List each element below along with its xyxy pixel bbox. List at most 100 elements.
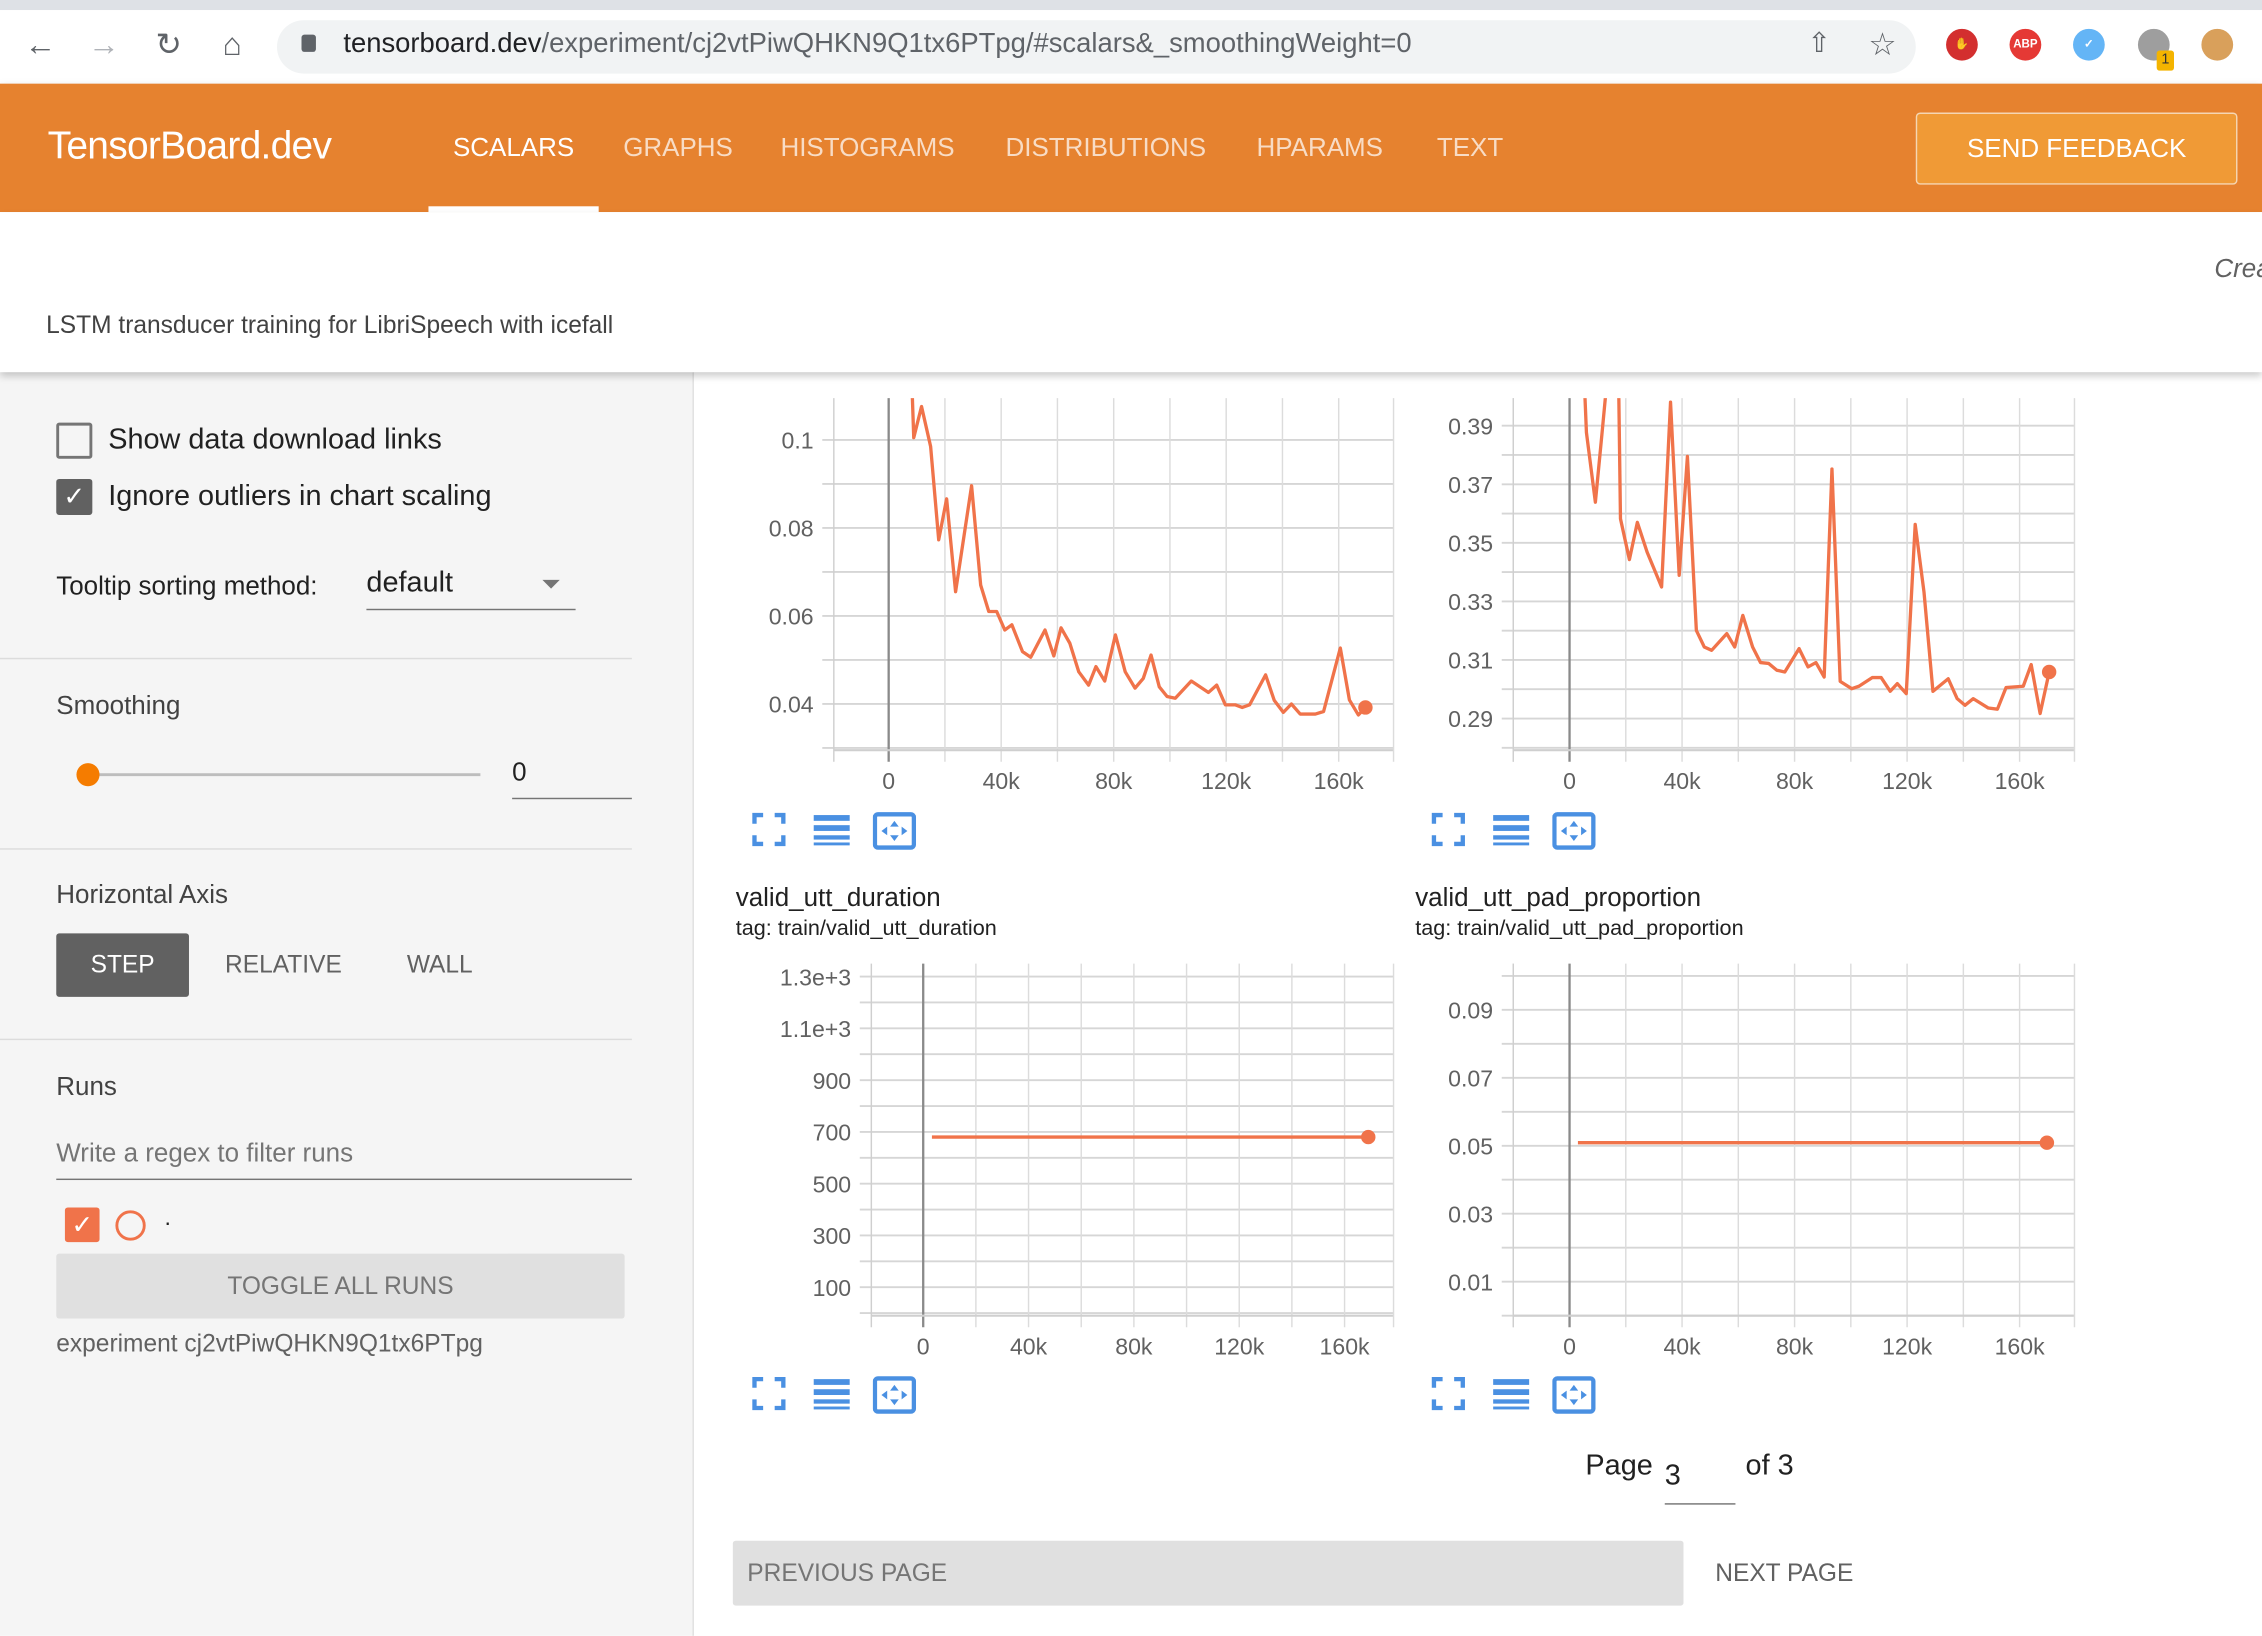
y-tick-label: 500 [813,1171,852,1197]
reload-icon[interactable]: ↻ [155,25,183,63]
back-icon[interactable]: ← [24,25,57,63]
divider [0,1038,632,1041]
x-tick-label: 80k [1095,768,1133,794]
fit-domain-icon[interactable] [872,811,917,851]
ignore-outliers-checkbox[interactable]: ✓ [56,478,93,516]
url-text[interactable]: tensorboard.dev/experiment/cj2vtPiwQHKN9… [343,29,1411,61]
x-tick-label: 40k [1010,1334,1048,1360]
toggle-log-scale-icon[interactable] [813,1375,857,1415]
toggle-log-scale-icon[interactable] [813,811,857,851]
previous-page-button[interactable]: PREVIOUS PAGE [732,1540,1684,1606]
fit-domain-icon[interactable] [1552,1375,1596,1415]
x-tick-label: 40k [1663,768,1701,794]
fullscreen-icon[interactable] [1431,811,1474,851]
tab-histograms[interactable]: HISTOGRAMS [780,132,955,162]
fit-domain-icon[interactable] [1552,811,1596,851]
y-tick-label: 0.05 [1448,1133,1493,1159]
page-input[interactable]: 3 [1664,1459,1681,1492]
x-tick-label: 0 [882,768,895,794]
x-tick-label: 160k [1320,1334,1371,1360]
next-page-button[interactable]: NEXT PAGE [1715,1559,1854,1587]
url-path: /experiment/cj2vtPiwQHKN9Q1tx6PTpg/#scal… [541,28,1412,60]
run-filter-underline [56,1178,632,1181]
tab-hparams[interactable]: HPARAMS [1256,132,1384,162]
chart-title: valid_utt_pad_proportion [1415,882,1702,912]
page-input-underline [1664,1503,1736,1505]
tab-graphs[interactable]: GRAPHS [623,132,733,162]
page-count: of 3 [1745,1449,1794,1482]
divider [0,848,632,850]
x-tick-label: 0 [1563,768,1576,794]
x-tick-label: 120k [1201,768,1252,794]
url-host: tensorboard.dev [343,28,542,60]
page-label: Page [1585,1449,1653,1482]
x-tick-label: 80k [1776,1334,1814,1360]
y-tick-label: 700 [813,1120,852,1146]
x-tick-label: 160k [1995,1334,2046,1360]
tooltip-sorting-select[interactable]: default [366,566,454,599]
experiment-id: experiment cj2vtPiwQHKN9Q1tx6PTpg [56,1330,483,1358]
forward-icon[interactable]: → [87,25,120,63]
tab-text[interactable]: TEXT [1436,132,1504,162]
tab-distributions[interactable]: DISTRIBUTIONS [1005,132,1207,162]
home-icon[interactable]: ⌂ [222,25,242,63]
fit-domain-icon[interactable] [872,1375,917,1415]
smoothing-slider-track[interactable] [87,773,481,777]
x-tick-label: 0 [1563,1334,1576,1360]
dropdown-arrow-icon[interactable] [542,579,560,589]
smoothing-input[interactable]: 0 [512,757,527,787]
chart-title: valid_utt_duration [735,882,941,912]
y-tick-label: 0.03 [1448,1201,1493,1227]
send-feedback-button[interactable]: SEND FEEDBACK [1915,112,2238,185]
address-bar[interactable] [276,20,1916,74]
y-tick-label: 300 [813,1223,852,1249]
horizontal-axis-label: Horizontal Axis [56,879,229,909]
stop-extension-icon[interactable]: ✋ [1946,28,1978,61]
fullscreen-icon[interactable] [752,1375,795,1415]
sidebar [0,372,694,1636]
created-label: Crea [2214,253,2262,283]
run-filter-input[interactable] [56,1133,631,1172]
tab-scalars[interactable]: SCALARS [452,132,575,162]
y-tick-label: 0.31 [1448,648,1493,674]
fullscreen-icon[interactable] [1431,1375,1474,1415]
lock-icon [301,34,316,52]
fullscreen-icon[interactable] [752,811,795,851]
y-tick-label: 0.07 [1448,1065,1493,1091]
x-tick-label: 40k [983,768,1021,794]
cookie-extension-icon[interactable] [2201,28,2234,61]
bookmark-star-icon[interactable]: ☆ [1868,25,1897,63]
smoothing-slider-thumb[interactable] [76,763,100,787]
y-tick-label: 100 [813,1275,852,1301]
last-point-marker [1361,1129,1376,1145]
select-underline [366,608,576,611]
show-download-links-checkbox[interactable] [56,422,93,459]
series-line [910,398,1367,717]
adblock-extension-icon[interactable]: ABP [2009,28,2042,61]
axis-step-button[interactable]: STEP [56,933,189,997]
chart-tag: tag: train/valid_utt_pad_proportion [1415,916,1744,941]
toggle-log-scale-icon[interactable] [1493,1375,1536,1415]
x-tick-label: 160k [1995,768,2046,794]
run-color-picker[interactable] [115,1210,146,1241]
x-tick-label: 120k [1214,1334,1265,1360]
toggle-log-scale-icon[interactable] [1493,811,1536,851]
y-tick-label: 0.33 [1448,589,1493,615]
show-download-links-label[interactable]: Show data download links [108,424,442,456]
x-tick-label: 120k [1882,768,1933,794]
series-line [1583,398,2051,716]
pen-extension-icon[interactable]: ✓ [2073,28,2105,61]
x-tick-label: 160k [1314,768,1365,794]
share-icon[interactable]: ⇧ [1807,28,1831,60]
toggle-all-runs-button[interactable]: TOGGLE ALL RUNS [56,1253,625,1319]
axis-wall-button[interactable]: WALL [406,950,473,979]
ignore-outliers-label[interactable]: Ignore outliers in chart scaling [108,480,492,513]
run-checkbox[interactable]: ✓ [64,1207,100,1243]
last-point-marker [2041,664,2057,680]
y-tick-label: 1.3e+3 [780,964,851,990]
axis-relative-button[interactable]: RELATIVE [225,950,342,979]
brand-logo[interactable]: TensorBoard.dev [47,124,332,168]
y-tick-label: 0.01 [1448,1269,1493,1295]
